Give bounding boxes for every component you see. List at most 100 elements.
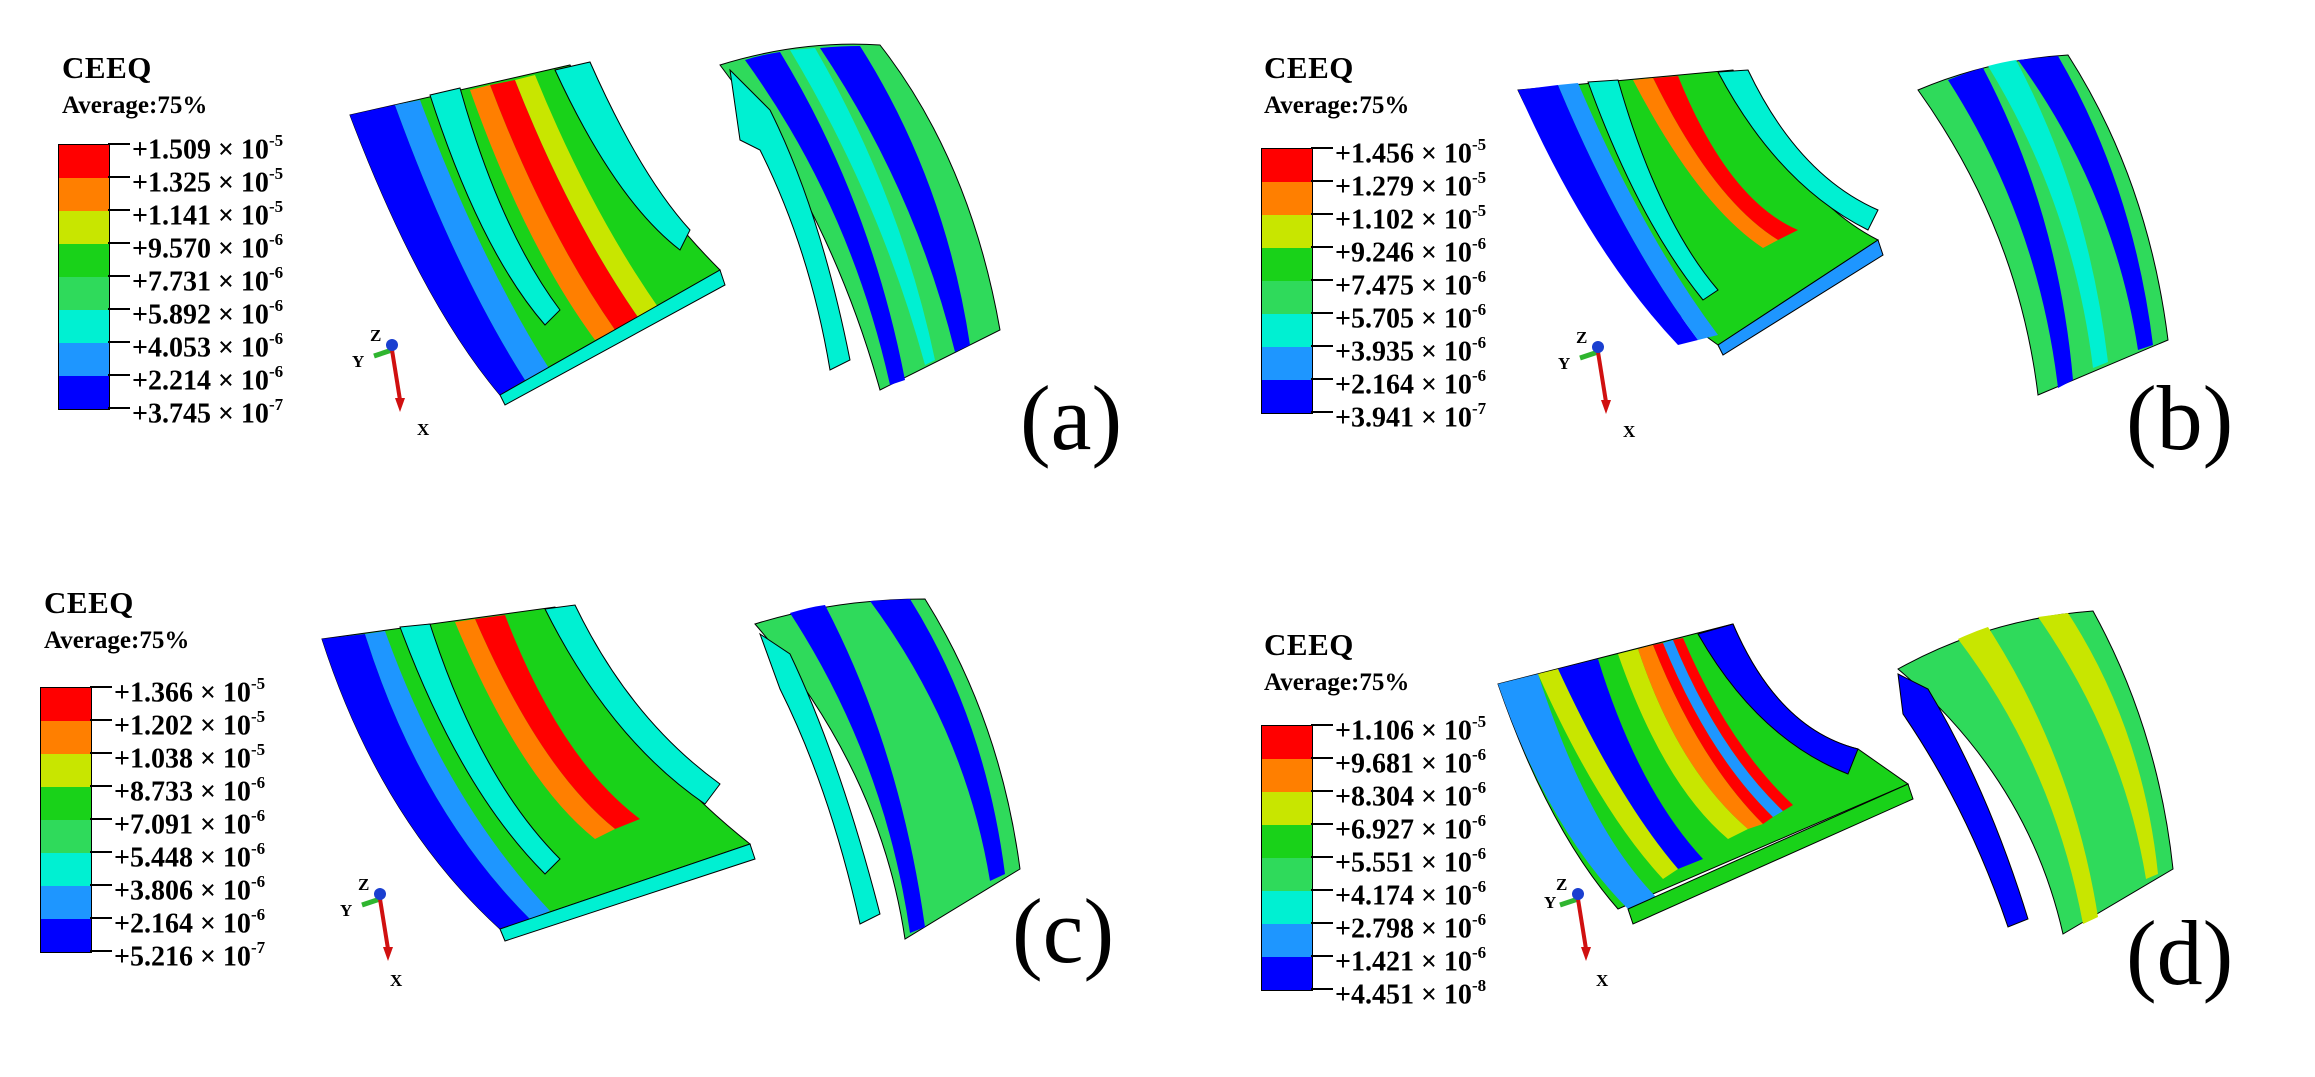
scale-tick — [108, 209, 130, 211]
scale-value-label: +7.731 × 10-6 — [132, 263, 284, 298]
scale-value-exponent: -6 — [1471, 877, 1487, 896]
scale-value-exponent: -6 — [1471, 910, 1487, 929]
legend-title: CEEQ — [1264, 50, 1354, 85]
model-substructure — [1517, 54, 2169, 396]
scale-tick — [1311, 790, 1333, 792]
scale-tick — [1311, 378, 1333, 380]
coordinate-triad: Z Y X — [1558, 328, 1648, 447]
scale-value-mantissa: +3.935 — [1335, 336, 1414, 368]
axis-label-x: X — [1596, 971, 1609, 990]
color-swatch — [41, 721, 91, 754]
scale-value-label: +1.202 × 10-5 — [114, 707, 266, 742]
color-swatch — [41, 853, 91, 886]
scale-value-label: +4.174 × 10-6 — [1335, 877, 1487, 912]
scale-value-label: +7.091 × 10-6 — [114, 806, 266, 841]
color-swatch — [59, 178, 109, 211]
scale-tick — [1311, 922, 1333, 924]
scale-value-label: +2.798 × 10-6 — [1335, 910, 1487, 945]
scale-value-mantissa: +2.164 — [114, 908, 193, 940]
scale-value-mantissa: +1.421 — [1335, 946, 1414, 978]
scale-value-exponent: -7 — [268, 395, 284, 414]
legend-title: CEEQ — [1264, 627, 1354, 662]
scale-tick — [1311, 724, 1333, 726]
scale-value-mantissa: +7.475 — [1335, 270, 1414, 302]
color-swatch — [41, 820, 91, 853]
model-substructure — [321, 598, 1021, 942]
scale-value-label: +1.038 × 10-5 — [114, 740, 266, 775]
scale-value-mantissa: +1.202 — [114, 710, 193, 742]
color-swatch — [41, 754, 91, 787]
scale-value-label: +1.102 × 10-5 — [1335, 201, 1487, 236]
legend: CEEQ Average:75% — [1264, 629, 1409, 696]
legend: CEEQ Average:75% — [62, 52, 207, 119]
color-swatch — [59, 343, 109, 376]
axis-label-y: Y — [340, 901, 353, 920]
legend-average: Average:75% — [62, 92, 208, 119]
scale-tick — [90, 950, 112, 952]
panel-d: CEEQ Average:75% +1.106 × 10-5 +9.681 × 1… — [1158, 539, 2315, 1077]
scale-value-exponent: -6 — [268, 329, 284, 348]
scale-value-label: +8.304 × 10-6 — [1335, 778, 1487, 813]
scale-value-label: +5.216 × 10-7 — [114, 938, 266, 973]
model-substructure — [349, 43, 1001, 406]
axis-label-y: Y — [1544, 893, 1557, 912]
scale-value-exponent: -6 — [250, 872, 266, 891]
axis-label-x: X — [417, 420, 430, 439]
scale-tick — [1311, 955, 1333, 957]
scale-value-exponent: -5 — [1471, 135, 1487, 154]
axis-triad-icon — [1579, 341, 1611, 414]
color-swatch — [1262, 215, 1312, 248]
color-swatch — [41, 688, 91, 721]
scale-value-mantissa: +1.279 — [1335, 171, 1414, 203]
scale-value-exponent: -6 — [1471, 778, 1487, 797]
axis-triad-icon — [373, 339, 405, 412]
scale-tick — [90, 719, 112, 721]
scale-value-label: +9.246 × 10-6 — [1335, 234, 1487, 269]
scale-value-exponent: -7 — [250, 938, 266, 957]
scale-value-mantissa: +9.570 — [132, 233, 211, 265]
legend: CEEQ Average:75% — [1264, 52, 1409, 119]
scale-tick — [108, 374, 130, 376]
scale-value-mantissa: +5.551 — [1335, 847, 1414, 879]
scale-value-mantissa: +7.731 — [132, 266, 211, 298]
legend: CEEQ Average:75% — [44, 587, 189, 654]
scale-value-label: +3.806 × 10-6 — [114, 872, 266, 907]
scale-value-exponent: -6 — [268, 230, 284, 249]
scale-tick — [108, 341, 130, 343]
scale-value-mantissa: +5.705 — [1335, 303, 1414, 335]
scale-tick — [90, 851, 112, 853]
scale-value-label: +5.892 × 10-6 — [132, 296, 284, 331]
scale-value-mantissa: +5.216 — [114, 941, 193, 973]
scale-value-exponent: -6 — [268, 263, 284, 282]
scale-tick — [1311, 147, 1333, 149]
model-substructure — [1497, 610, 2174, 935]
coordinate-triad: Z Y X — [1538, 875, 1628, 994]
scale-value-exponent: -6 — [1471, 300, 1487, 319]
scale-value-exponent: -6 — [268, 296, 284, 315]
scale-value-mantissa: +9.681 — [1335, 748, 1414, 780]
scale-value-exponent: -6 — [1471, 267, 1487, 286]
scale-tick — [1311, 856, 1333, 858]
scale-value-label: +5.705 × 10-6 — [1335, 300, 1487, 335]
scale-value-label: +2.164 × 10-6 — [1335, 366, 1487, 401]
scale-value-exponent: -5 — [268, 164, 284, 183]
scale-tick — [1311, 757, 1333, 759]
scale-value-exponent: -5 — [1471, 168, 1487, 187]
scale-value-exponent: -6 — [1471, 943, 1487, 962]
color-swatch — [1262, 891, 1312, 924]
scale-value-mantissa: +1.366 — [114, 677, 193, 709]
color-swatch — [1262, 347, 1312, 380]
scale-value-mantissa: +2.214 — [132, 365, 211, 397]
color-swatch — [1262, 726, 1312, 759]
scale-value-label: +1.141 × 10-5 — [132, 197, 284, 232]
scale-tick — [1311, 312, 1333, 314]
scale-value-exponent: -6 — [250, 905, 266, 924]
scale-value-mantissa: +6.927 — [1335, 814, 1414, 846]
coordinate-triad: Z Y X — [340, 875, 430, 994]
scale-value-mantissa: +1.141 — [132, 200, 211, 232]
scale-value-exponent: -6 — [1471, 745, 1487, 764]
color-bar — [58, 144, 110, 410]
color-swatch — [59, 310, 109, 343]
color-swatch — [59, 376, 109, 409]
color-swatch — [1262, 825, 1312, 858]
